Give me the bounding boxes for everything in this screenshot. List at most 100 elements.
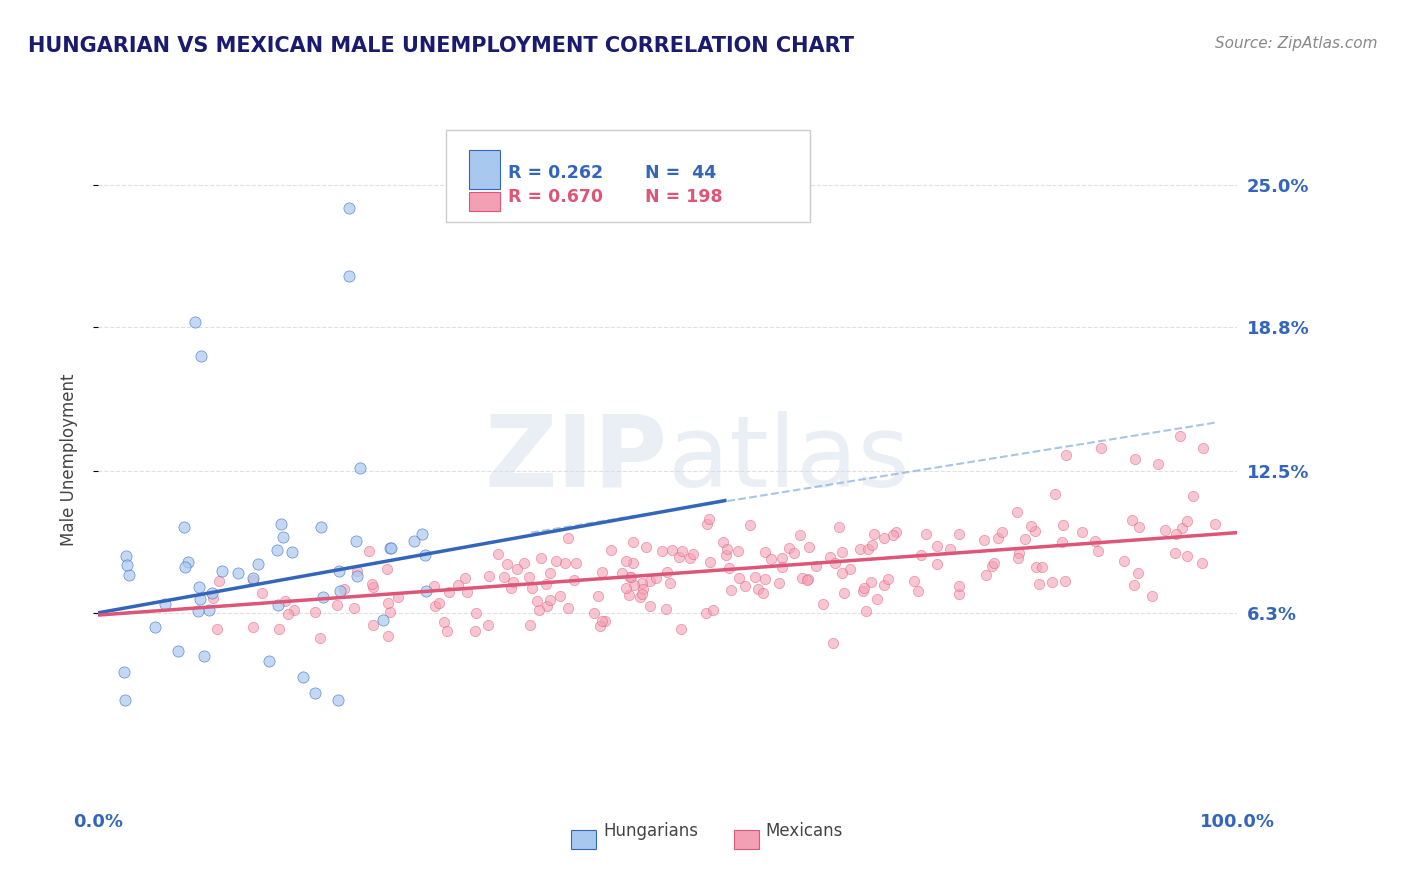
Text: N =  44: N = 44: [645, 164, 716, 182]
Point: [328, 565, 350, 579]
Point: [695, 607, 717, 621]
Point: [752, 586, 775, 600]
Point: [768, 575, 790, 590]
Point: [311, 520, 333, 534]
Point: [824, 556, 846, 570]
Point: [115, 558, 138, 573]
Point: [1128, 520, 1150, 534]
Point: [823, 636, 845, 650]
Point: [1191, 556, 1213, 570]
Point: [614, 581, 637, 595]
Point: [754, 573, 776, 587]
Point: [600, 543, 623, 558]
Point: [1025, 559, 1047, 574]
Point: [166, 643, 188, 657]
Point: [586, 590, 609, 604]
Y-axis label: Male Unemployment: Male Unemployment: [59, 373, 77, 546]
Point: [612, 566, 634, 581]
Point: [589, 618, 612, 632]
Point: [811, 598, 834, 612]
Point: [990, 525, 1012, 540]
Point: [361, 617, 384, 632]
Point: [669, 623, 692, 637]
Point: [173, 520, 195, 534]
Point: [699, 555, 721, 569]
Point: [1182, 489, 1205, 503]
Point: [530, 551, 553, 566]
Point: [529, 603, 551, 617]
Point: [325, 599, 347, 613]
Point: [702, 603, 724, 617]
Point: [974, 567, 997, 582]
Point: [304, 605, 326, 619]
Point: [326, 692, 349, 706]
FancyBboxPatch shape: [571, 830, 596, 849]
Point: [770, 551, 793, 566]
Point: [754, 545, 776, 559]
Point: [873, 531, 896, 545]
Point: [716, 549, 738, 563]
FancyBboxPatch shape: [468, 150, 501, 189]
Point: [526, 594, 548, 608]
Point: [631, 587, 654, 601]
Point: [464, 606, 486, 620]
Text: N = 198: N = 198: [645, 188, 723, 206]
Point: [728, 571, 751, 585]
Point: [423, 599, 446, 614]
Point: [582, 606, 605, 620]
Point: [711, 534, 734, 549]
Point: [190, 350, 212, 364]
Point: [623, 578, 645, 592]
Point: [983, 556, 1005, 570]
Point: [1090, 441, 1112, 455]
Point: [720, 583, 742, 598]
Point: [907, 584, 929, 599]
Point: [309, 631, 332, 645]
Point: [855, 604, 877, 618]
Point: [375, 562, 398, 576]
Point: [796, 573, 818, 587]
Point: [873, 577, 896, 591]
Point: [118, 568, 141, 582]
Point: [853, 581, 876, 595]
Text: atlas: atlas: [668, 411, 910, 508]
Point: [411, 526, 433, 541]
Point: [205, 622, 228, 636]
Point: [987, 531, 1010, 545]
Point: [903, 574, 925, 589]
Point: [197, 602, 219, 616]
Point: [427, 596, 450, 610]
Point: [202, 591, 225, 606]
Text: Hungarians: Hungarians: [603, 822, 697, 840]
Point: [380, 541, 402, 556]
Point: [188, 591, 211, 606]
Point: [554, 556, 576, 570]
Point: [332, 582, 354, 597]
Point: [1121, 513, 1143, 527]
Point: [697, 512, 720, 526]
Point: [630, 576, 652, 591]
Point: [349, 461, 371, 475]
Point: [337, 269, 360, 284]
Point: [638, 574, 661, 588]
Point: [1112, 554, 1135, 568]
Point: [973, 533, 995, 548]
Point: [501, 582, 523, 596]
Point: [486, 547, 509, 561]
Point: [655, 602, 678, 616]
Point: [1043, 486, 1066, 500]
Point: [876, 572, 898, 586]
Point: [790, 571, 813, 585]
Point: [1071, 525, 1094, 540]
Point: [884, 525, 907, 540]
Point: [948, 527, 970, 541]
Point: [759, 551, 782, 566]
Point: [536, 599, 558, 613]
Point: [456, 585, 478, 599]
Point: [671, 543, 693, 558]
Point: [478, 569, 501, 583]
Point: [188, 580, 211, 594]
Point: [184, 315, 207, 329]
Point: [839, 562, 862, 576]
Point: [1123, 577, 1146, 591]
